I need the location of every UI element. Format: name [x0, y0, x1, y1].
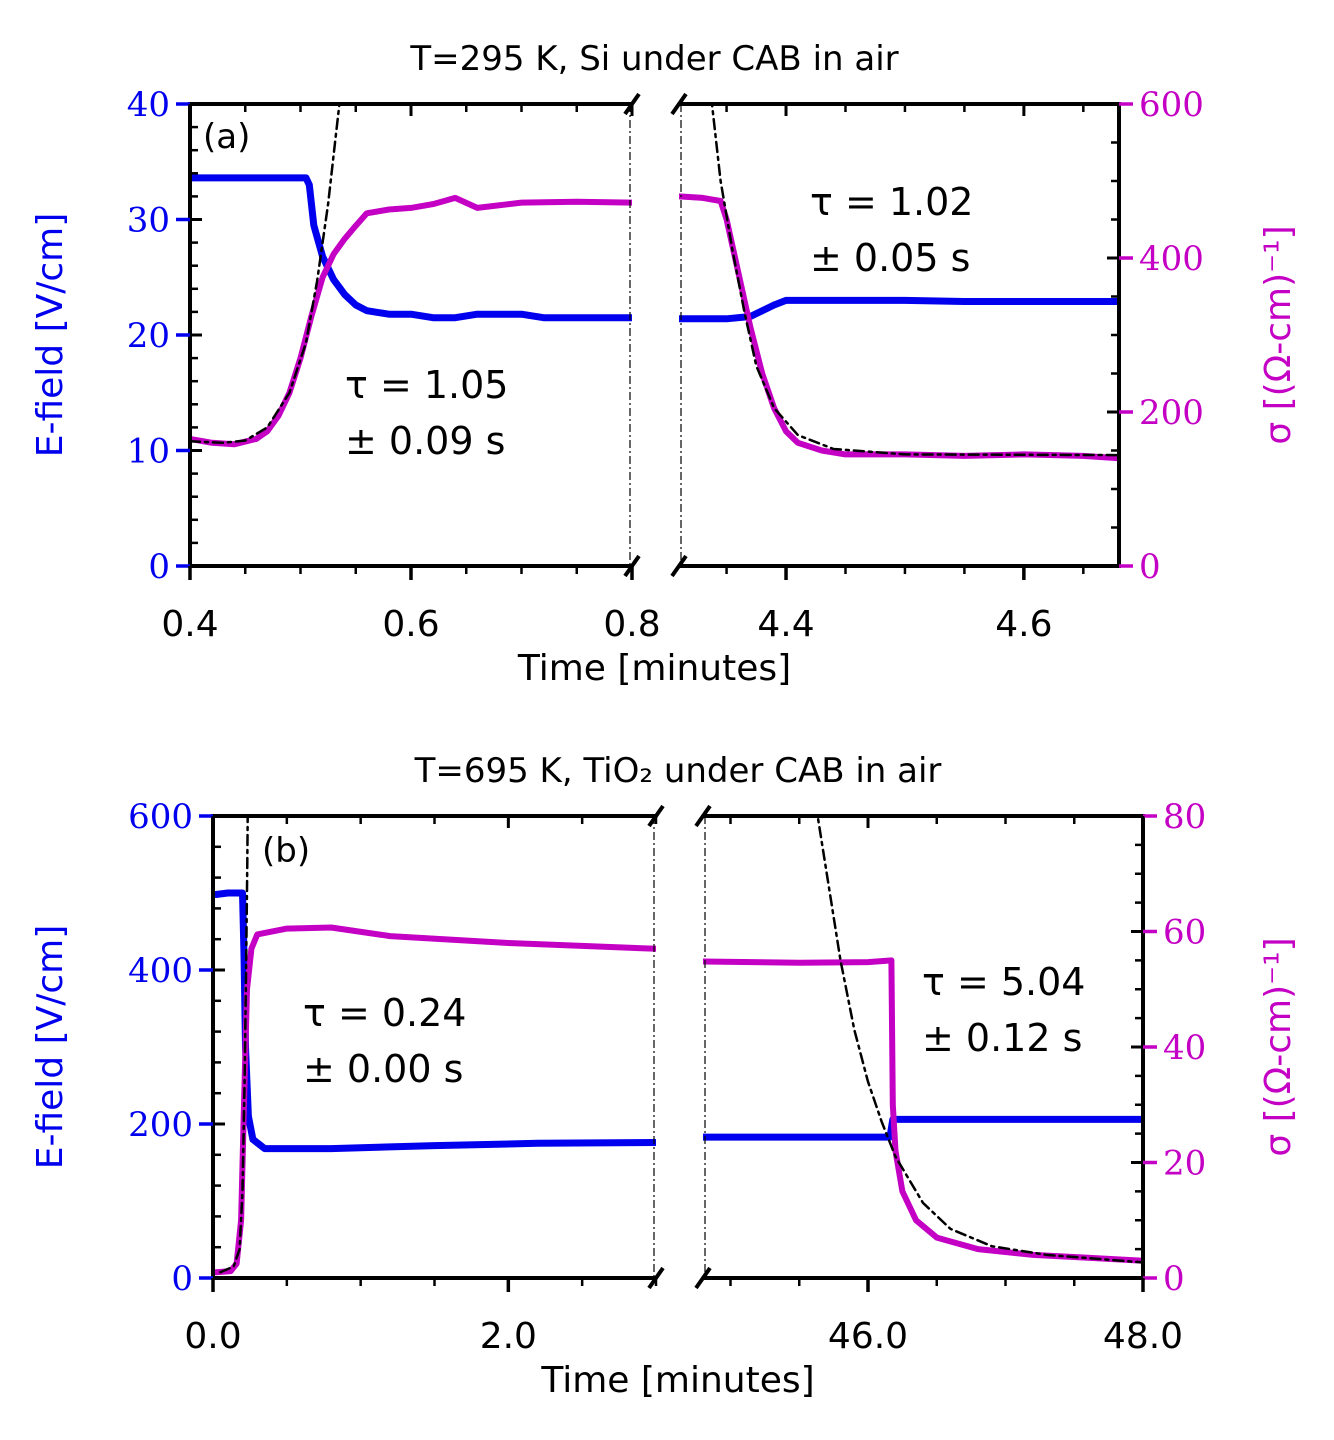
- axis-frame-left: [188, 102, 632, 568]
- chart-title: T=295 K, Si under CAB in air: [409, 39, 898, 79]
- fit-curve-0: [190, 104, 341, 445]
- sigma-series-0: [213, 924, 656, 1276]
- ytick-label-right: 40: [1163, 1028, 1206, 1068]
- xtick-label: 0.6: [382, 604, 439, 645]
- ytick-label-right: 200: [1139, 393, 1204, 433]
- fit-curve-1: [816, 816, 1143, 1264]
- panel-a: T=295 K, Si under CAB in air010203040020…: [30, 39, 1299, 689]
- tau-annotation-error: ± 0.09 s: [345, 419, 505, 463]
- ytick-label-left: 0: [171, 1259, 193, 1299]
- sigma-series-1: [703, 957, 1143, 1264]
- ytick-label-left: 20: [127, 316, 170, 356]
- tau-annotation-value: τ = 1.05: [345, 363, 509, 407]
- chart-title: T=695 K, TiO₂ under CAB in air: [414, 751, 942, 791]
- ytick-label-right: 20: [1163, 1144, 1206, 1184]
- tau-annotation-error: ± 0.05 s: [810, 236, 970, 280]
- tau-annotation-value: τ = 0.24: [303, 991, 467, 1035]
- ytick-label-left: 0: [148, 547, 170, 587]
- axis-break-mark: [670, 92, 688, 116]
- x-axis-label: Time [minutes]: [540, 1360, 814, 1401]
- ytick-label-left: 10: [127, 432, 170, 472]
- xtick-label: 46.0: [828, 1316, 908, 1357]
- tau-annotation-error: ± 0.00 s: [303, 1047, 463, 1091]
- panel-label: (b): [262, 831, 310, 871]
- efield-series-1: [679, 296, 1119, 323]
- axis-break-mark: [670, 554, 688, 578]
- xtick-label: 0.4: [161, 604, 218, 645]
- efield-series-1: [703, 1115, 1143, 1141]
- ytick-label-left: 600: [128, 797, 193, 837]
- axis-frame-right: [679, 102, 1121, 568]
- tau-annotation-value: τ = 1.02: [810, 180, 974, 224]
- xtick-label: 0.8: [603, 604, 660, 645]
- ytick-label-left: 30: [127, 201, 170, 241]
- panel-label: (a): [203, 117, 250, 157]
- ytick-label-right: 80: [1163, 797, 1206, 837]
- ytick-label-left: 400: [128, 951, 193, 991]
- fit-curve-1: [710, 104, 1119, 457]
- panel-b: T=695 K, TiO₂ under CAB in air0200400600…: [30, 751, 1299, 1401]
- y-axis-label-right: σ [(Ω-cm)⁻¹]: [1258, 225, 1299, 444]
- x-axis-label: Time [minutes]: [517, 648, 791, 689]
- xtick-label: 48.0: [1103, 1316, 1183, 1357]
- y-axis-label-left: E-field [V/cm]: [30, 213, 71, 458]
- axis-break-mark: [694, 1266, 712, 1290]
- ytick-label-right: 60: [1163, 913, 1206, 953]
- ytick-label-right: 0: [1139, 547, 1161, 587]
- ytick-label-right: 600: [1139, 85, 1204, 125]
- xtick-label: 4.4: [757, 604, 814, 645]
- tau-annotation-value: τ = 5.04: [922, 960, 1086, 1004]
- ytick-label-left: 200: [128, 1105, 193, 1145]
- xtick-label: 0.0: [184, 1316, 241, 1357]
- ytick-label-right: 400: [1139, 239, 1204, 279]
- axis-break-mark: [694, 804, 712, 828]
- y-axis-label-right: σ [(Ω-cm)⁻¹]: [1258, 937, 1299, 1156]
- ytick-label-left: 40: [127, 85, 170, 125]
- y-axis-label-left: E-field [V/cm]: [30, 925, 71, 1170]
- efield-series-0: [190, 174, 632, 322]
- sigma-series-0: [190, 194, 632, 448]
- xtick-label: 4.6: [995, 604, 1052, 645]
- efield-series-0: [213, 889, 656, 1153]
- ytick-label-right: 0: [1163, 1259, 1185, 1299]
- tau-annotation-error: ± 0.12 s: [922, 1016, 1082, 1060]
- fit-curve-0: [219, 816, 249, 1274]
- xtick-label: 2.0: [480, 1316, 537, 1357]
